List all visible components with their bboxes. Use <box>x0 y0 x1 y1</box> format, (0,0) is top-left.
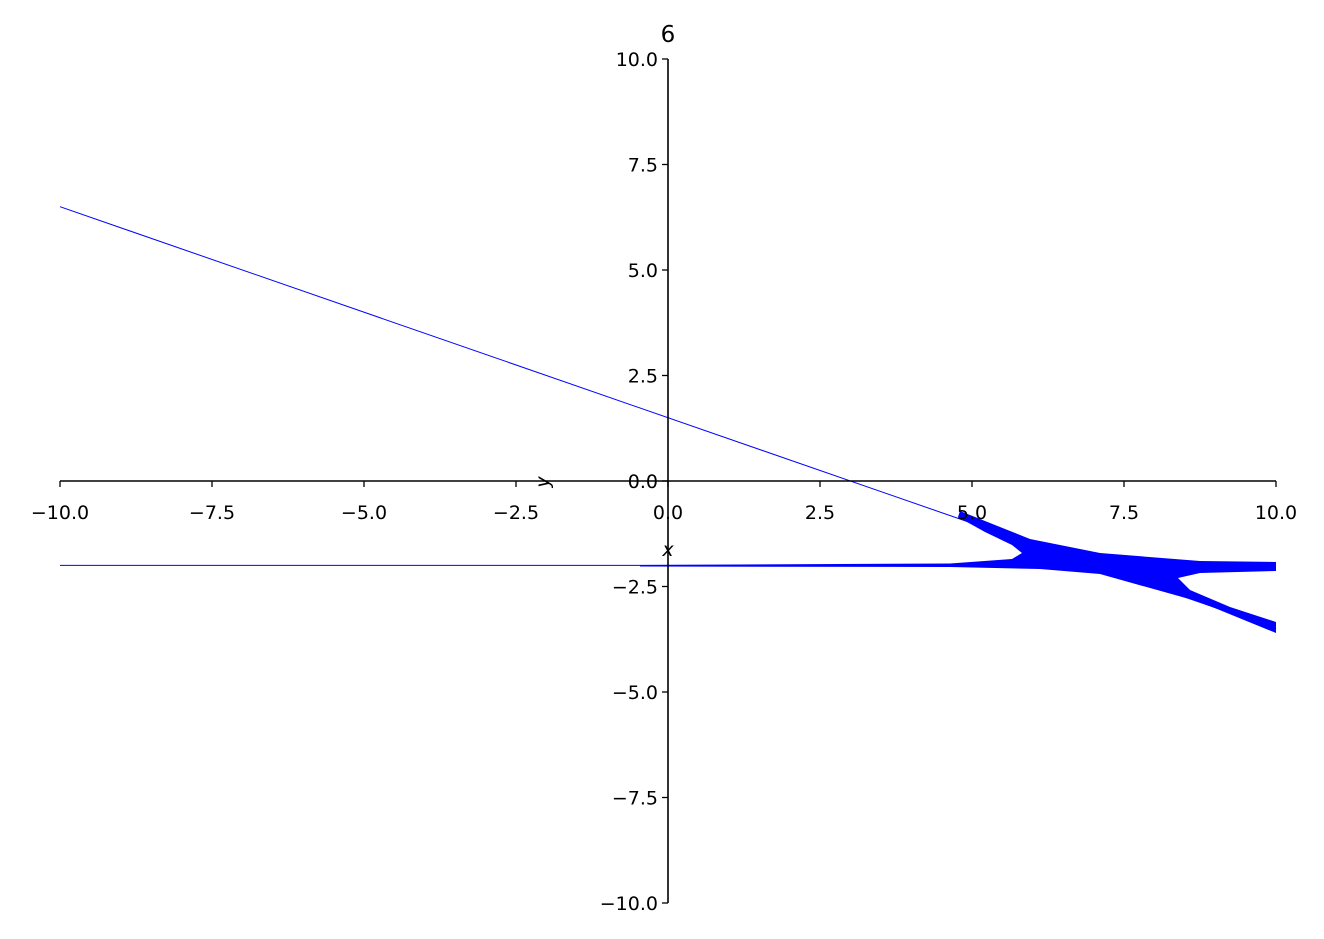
chart-title: 6 <box>661 22 676 48</box>
x-tick-label: 0.0 <box>653 502 683 524</box>
y-tick-label: −7.5 <box>612 788 658 810</box>
y-tick-label: 2.5 <box>628 366 658 388</box>
y-tick-label: −10.0 <box>600 893 658 915</box>
y-tick-label: 10.0 <box>616 49 658 71</box>
x-tick-label: −5.0 <box>341 502 387 524</box>
x-tick-label: −10.0 <box>31 502 89 524</box>
x-tick-label: 5.0 <box>957 502 987 524</box>
x-tick-label: −7.5 <box>189 502 235 524</box>
y-tick-label: 0.0 <box>628 471 658 493</box>
y-tick-label: −2.5 <box>612 577 658 599</box>
y-tick-label: 7.5 <box>628 155 658 177</box>
x-tick-label: 7.5 <box>1109 502 1139 524</box>
filled-band-region <box>640 511 1276 633</box>
x-tick-label: 10.0 <box>1255 502 1297 524</box>
x-tick-label: 2.5 <box>805 502 835 524</box>
x-axis-label: x <box>661 539 674 561</box>
x-tick-label: −2.5 <box>493 502 539 524</box>
y-axis-label: y <box>532 476 554 489</box>
y-tick-label: −5.0 <box>612 682 658 704</box>
y-tick-label: 5.0 <box>628 260 658 282</box>
